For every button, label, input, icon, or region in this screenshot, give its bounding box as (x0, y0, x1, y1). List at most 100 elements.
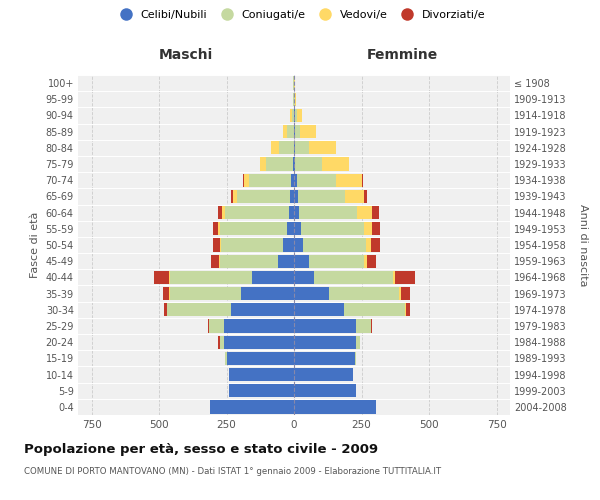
Bar (209, 320, 224, 332)
Bar (154, 270, 169, 284)
Bar (294, 384, 356, 398)
Bar (170, 270, 252, 284)
Bar (227, 352, 294, 365)
Bar (218, 336, 220, 349)
Bar (395, 270, 415, 284)
Bar (356, 320, 371, 332)
Bar (299, 206, 358, 220)
Bar (290, 109, 292, 122)
Bar (278, 254, 294, 268)
Bar (358, 206, 372, 220)
Bar (293, 158, 294, 170)
Bar (401, 287, 410, 300)
Bar (170, 287, 241, 300)
Bar (250, 174, 292, 187)
Bar (365, 238, 371, 252)
Bar (260, 158, 266, 170)
Bar (241, 287, 294, 300)
Y-axis label: Anni di nascita: Anni di nascita (578, 204, 588, 286)
Text: Popolazione per età, sesso e stato civile - 2009: Popolazione per età, sesso e stato civil… (24, 442, 378, 456)
Bar (229, 384, 294, 398)
Bar (238, 190, 290, 203)
Bar (292, 174, 294, 187)
Bar (294, 287, 329, 300)
Bar (225, 206, 289, 220)
Bar (336, 174, 361, 187)
Bar (220, 336, 224, 349)
Bar (361, 174, 363, 187)
Bar (294, 303, 344, 316)
Bar (295, 158, 322, 170)
Bar (169, 270, 170, 284)
Bar (364, 254, 367, 268)
Bar (295, 109, 297, 122)
Bar (300, 125, 316, 138)
Bar (208, 320, 209, 332)
Bar (400, 287, 401, 300)
Bar (294, 400, 376, 413)
Text: Femmine: Femmine (367, 48, 437, 62)
Bar (322, 158, 349, 170)
Bar (294, 92, 295, 106)
Bar (292, 109, 294, 122)
Bar (233, 190, 238, 203)
Bar (252, 270, 294, 284)
Bar (294, 238, 304, 252)
Bar (218, 206, 223, 220)
Bar (294, 125, 295, 138)
Bar (355, 352, 356, 365)
Bar (220, 254, 278, 268)
Bar (295, 92, 296, 106)
Bar (167, 303, 230, 316)
Bar (243, 174, 244, 187)
Bar (314, 270, 392, 284)
Bar (213, 238, 220, 252)
Bar (301, 222, 364, 235)
Bar (309, 254, 364, 268)
Bar (294, 336, 356, 349)
Bar (294, 158, 295, 170)
Bar (293, 92, 294, 106)
Bar (211, 254, 219, 268)
Bar (329, 287, 400, 300)
Bar (221, 238, 283, 252)
Bar (364, 190, 367, 203)
Bar (294, 254, 309, 268)
Bar (220, 238, 221, 252)
Bar (211, 400, 294, 413)
Bar (296, 109, 302, 122)
Bar (294, 352, 355, 365)
Bar (304, 238, 365, 252)
Bar (295, 125, 300, 138)
Bar (279, 141, 294, 154)
Bar (367, 254, 376, 268)
Bar (294, 270, 314, 284)
Bar (223, 206, 225, 220)
Legend: Celibi/Nubili, Coniugati/e, Vedovi/e, Divorziati/e: Celibi/Nubili, Coniugati/e, Vedovi/e, Di… (110, 6, 490, 25)
Bar (229, 368, 294, 381)
Bar (294, 174, 296, 187)
Bar (404, 303, 406, 316)
Bar (296, 174, 336, 187)
Bar (283, 238, 294, 252)
Y-axis label: Fasce di età: Fasce di età (30, 212, 40, 278)
Bar (224, 336, 294, 349)
Bar (372, 206, 379, 220)
Text: COMUNE DI PORTO MANTOVANO (MN) - Dati ISTAT 1° gennaio 2009 - Elaborazione TUTTI: COMUNE DI PORTO MANTOVANO (MN) - Dati IS… (24, 468, 441, 476)
Bar (266, 158, 293, 170)
Bar (289, 206, 294, 220)
Bar (294, 320, 356, 332)
Bar (290, 190, 294, 203)
Bar (213, 222, 218, 235)
Bar (295, 141, 309, 154)
Bar (230, 303, 294, 316)
Bar (164, 303, 167, 316)
Bar (371, 320, 372, 332)
Bar (163, 287, 169, 300)
Bar (346, 190, 364, 203)
Bar (283, 125, 287, 138)
Bar (372, 222, 380, 235)
Bar (287, 125, 294, 138)
Bar (225, 352, 227, 365)
Bar (219, 254, 220, 268)
